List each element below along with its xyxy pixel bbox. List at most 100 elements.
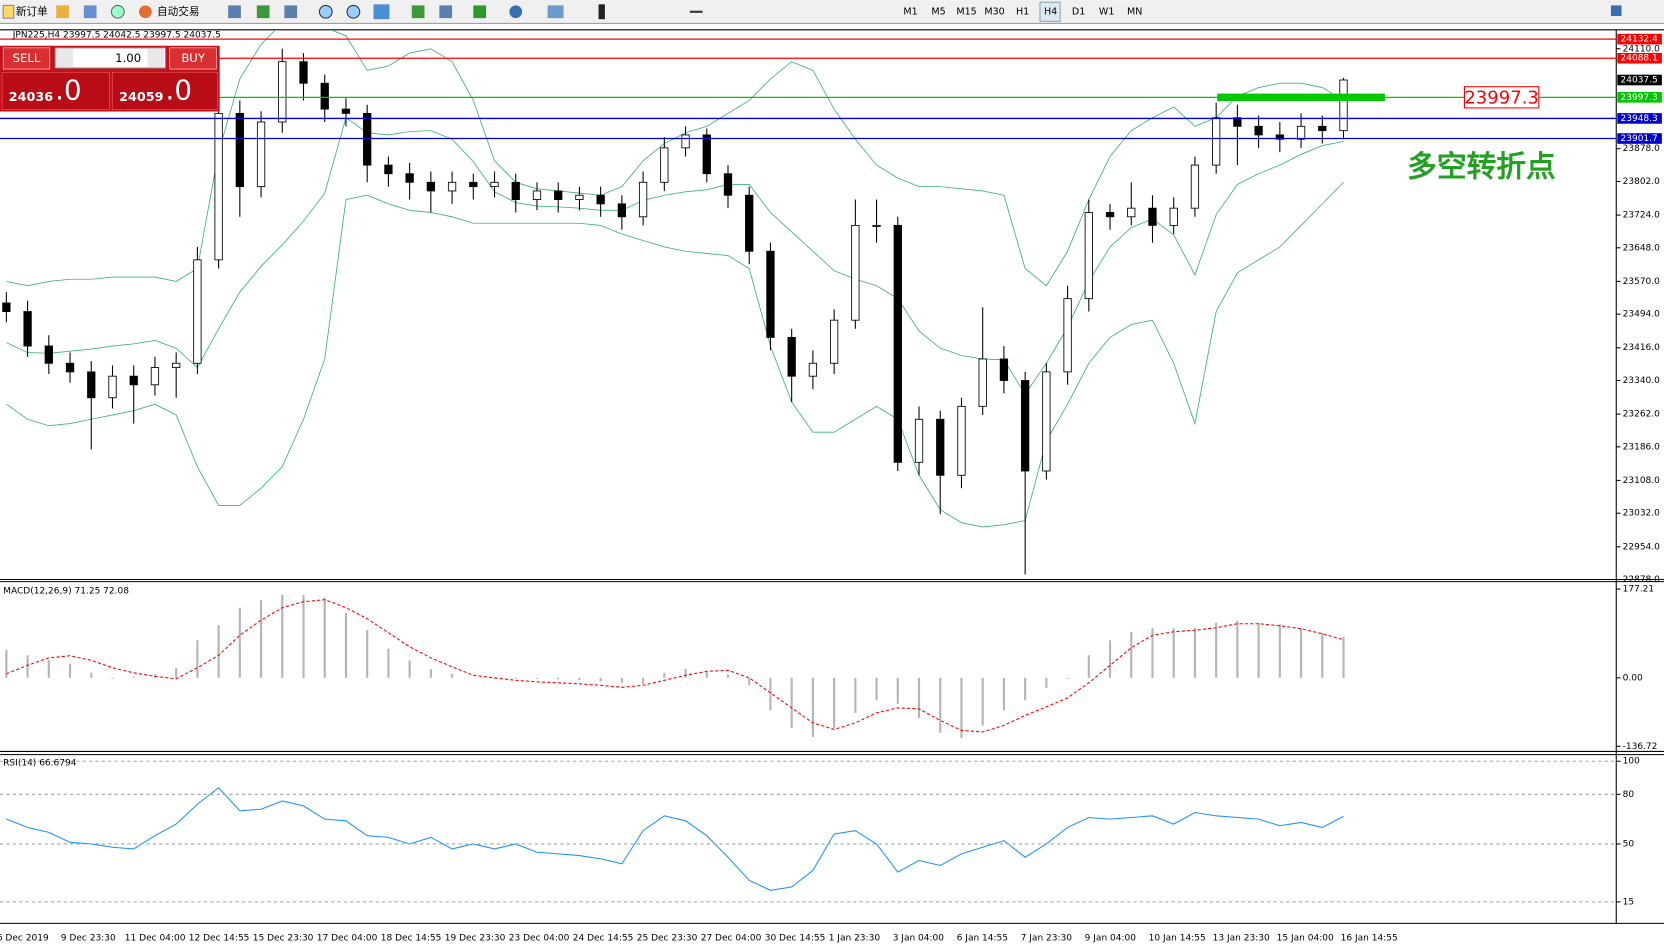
- tool-icon[interactable]: [373, 4, 390, 20]
- candle-body: [1233, 117, 1242, 127]
- candle-body: [596, 194, 605, 205]
- x-tick-label: 18 Dec 14:55: [381, 934, 442, 944]
- candle-body: [660, 147, 669, 183]
- last-price: 24037.5: [1620, 76, 1657, 86]
- candle-body: [1296, 125, 1306, 140]
- tool-icon[interactable]: [346, 4, 361, 19]
- sell-label: SELL: [13, 51, 41, 65]
- x-tick-label: 23 Dec 04:00: [509, 934, 570, 944]
- lots-input[interactable]: [54, 47, 167, 69]
- candle-body: [1127, 207, 1136, 218]
- plot-area: [5, 594, 1345, 738]
- auto-trading-button[interactable]: 自动交易: [157, 5, 199, 18]
- candle-body: [1339, 79, 1348, 132]
- sell-price-box[interactable]: [1, 72, 110, 110]
- buy-price-fraction: .0: [166, 73, 192, 106]
- new-order-icon[interactable]: [2, 4, 15, 19]
- plot-area: [6, 786, 1344, 891]
- y-tick-label: 24110.0: [1623, 44, 1661, 54]
- rsi-title: RSI(14) 66.6794: [3, 759, 77, 769]
- candle-body: [214, 112, 223, 261]
- timeframe-button[interactable]: M30: [984, 6, 1004, 17]
- candle-body: [129, 375, 138, 386]
- tool-icon[interactable]: [411, 5, 425, 19]
- candle-body: [108, 375, 117, 399]
- tool-icon[interactable]: [256, 5, 270, 19]
- tool-icon[interactable]: [509, 5, 523, 19]
- search-icon[interactable]: [1610, 5, 1622, 17]
- buy-price-box[interactable]: [112, 72, 218, 110]
- timeframe-button[interactable]: M15: [956, 6, 976, 17]
- timeframe-button[interactable]: M5: [931, 6, 945, 17]
- candle-body: [554, 190, 563, 200]
- candle-body: [681, 134, 690, 149]
- candle-body: [87, 371, 96, 399]
- timeframe-button[interactable]: W1: [1099, 6, 1115, 17]
- buy-button[interactable]: [169, 47, 217, 70]
- candle-body: [320, 82, 329, 110]
- candle-body: [1318, 125, 1327, 132]
- new-order-button[interactable]: 新订单: [16, 5, 48, 18]
- level-label: 23901.7: [1620, 134, 1657, 144]
- candle-body: [617, 203, 627, 218]
- y-tick-label: 23340.0: [1623, 376, 1661, 386]
- candle-body: [256, 121, 266, 188]
- tool-icon[interactable]: [56, 5, 69, 19]
- hline-icon[interactable]: [689, 10, 703, 13]
- timeframe-button[interactable]: H4: [1044, 6, 1057, 17]
- candle-body: [1190, 164, 1200, 209]
- candle-body: [363, 112, 372, 166]
- tool-icon[interactable]: [318, 4, 333, 19]
- candle-body: [638, 181, 648, 218]
- level-label: 23997.3: [1620, 93, 1658, 103]
- x-tick-label: 9 Jan 04:00: [1085, 934, 1137, 944]
- toolbar-bg: [0, 0, 1664, 24]
- y-tick-label: 23108.0: [1623, 476, 1661, 486]
- x-tick-label: 15 Jan 04:00: [1277, 934, 1334, 944]
- sell-price-fraction: .0: [55, 73, 81, 106]
- tool-icon[interactable]: [547, 5, 564, 19]
- tool-icon[interactable]: [228, 5, 241, 19]
- tool-icon[interactable]: [110, 4, 125, 19]
- timeframe-button[interactable]: D1: [1072, 6, 1085, 17]
- candle-body: [426, 181, 435, 192]
- tool-icon[interactable]: [284, 5, 298, 19]
- lots-up[interactable]: [147, 48, 165, 67]
- tool-icon[interactable]: [439, 5, 453, 19]
- candle-body: [851, 224, 860, 321]
- candle-body: [1021, 380, 1030, 472]
- y-tick-label: 23262.0: [1623, 410, 1661, 420]
- level-label: 24088.1: [1620, 54, 1657, 64]
- y-tick-label: 23802.0: [1623, 177, 1661, 187]
- level-callout-box: [1463, 86, 1540, 109]
- candle-body: [1148, 207, 1157, 226]
- tool-icon[interactable]: [83, 5, 97, 19]
- timeframe-button[interactable]: H1: [1016, 6, 1029, 17]
- active-timeframe: [1039, 1, 1061, 22]
- rsi-line: [6, 786, 1344, 891]
- y-tick-label: 0.00: [1623, 673, 1643, 683]
- timeframe-button[interactable]: MN: [1127, 6, 1142, 17]
- candle-body: [172, 362, 181, 368]
- lots-down[interactable]: [56, 48, 74, 67]
- buy-price: 24059: [119, 90, 163, 105]
- cursor-icon[interactable]: [598, 4, 605, 20]
- candle-body: [957, 405, 966, 476]
- toolbar: 新订单 自动交易: [0, 0, 1664, 24]
- x-tick-label: 12 Dec 14:55: [189, 934, 250, 944]
- auto-trading-icon[interactable]: [139, 5, 152, 19]
- x-tick-label: 27 Dec 04:00: [701, 934, 762, 944]
- tool-icon[interactable]: [473, 5, 487, 19]
- candle-body: [235, 112, 244, 188]
- chart-title: JPN225,H4 23997.5 24042.5 23997.5 24037.…: [12, 31, 221, 41]
- candle-body: [1084, 212, 1093, 300]
- y-tick-label: 177.21: [1623, 585, 1655, 595]
- candle-body: [787, 336, 796, 377]
- candle-body: [936, 418, 945, 476]
- x-tick-label: 6 Dec 2019: [0, 934, 49, 944]
- candle-body: [808, 362, 818, 377]
- candle-body: [999, 358, 1009, 381]
- sell-button[interactable]: [2, 47, 51, 70]
- timeframe-button[interactable]: M1: [903, 6, 917, 17]
- y-tick-label: 23570.0: [1623, 277, 1661, 287]
